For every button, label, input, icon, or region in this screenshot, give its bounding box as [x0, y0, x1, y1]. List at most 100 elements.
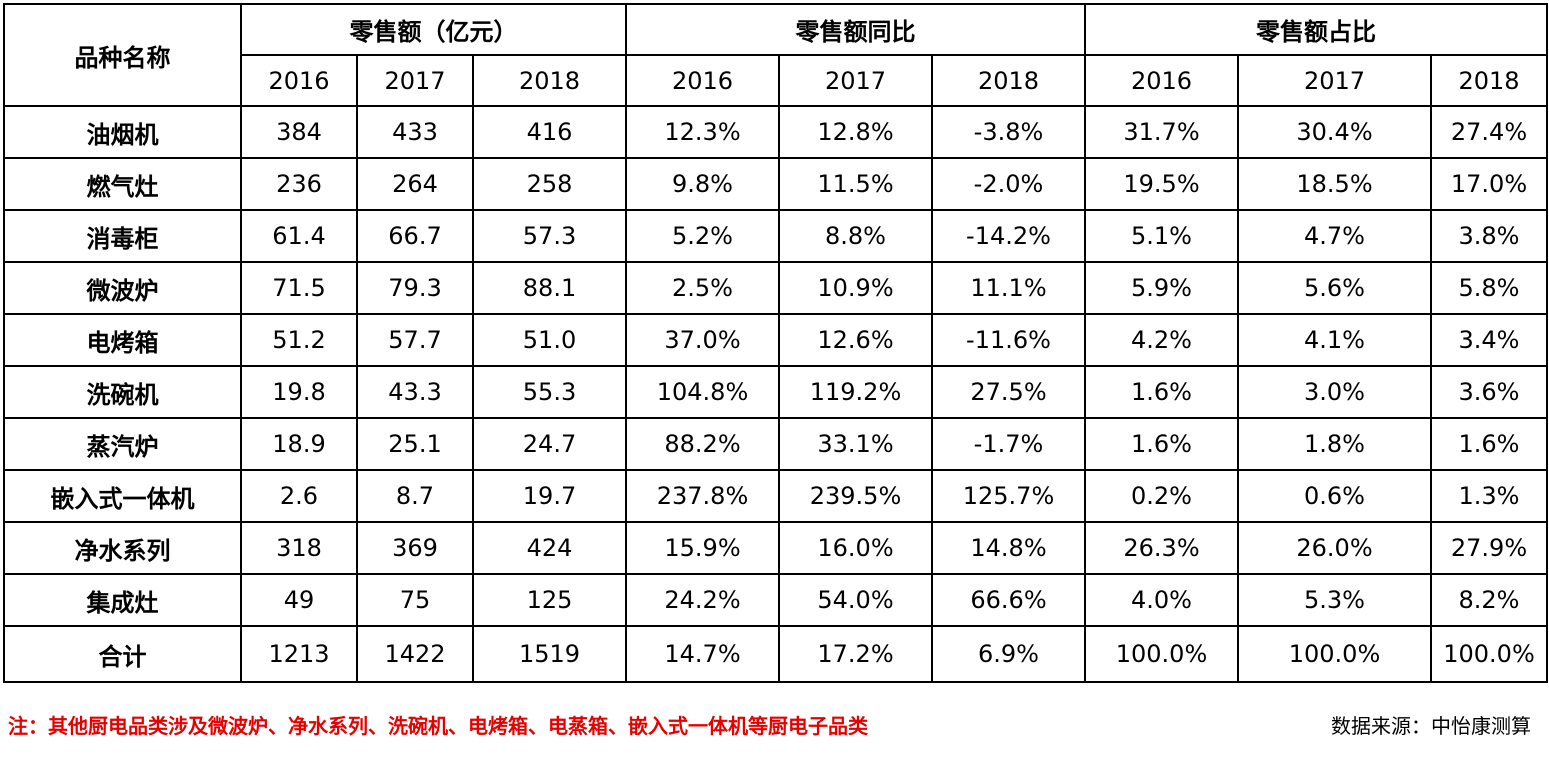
row-name: 电烤箱 — [3, 313, 242, 367]
table-cell: 51.0 — [472, 313, 627, 367]
header-group-retail: 零售额（亿元） — [240, 3, 627, 56]
table-cell: 3.8% — [1430, 209, 1548, 263]
table-cell: 100.0% — [1430, 625, 1548, 683]
table-cell: 1.6% — [1084, 365, 1239, 419]
table-cell: 264 — [356, 157, 474, 211]
table-cell: 14.8% — [931, 521, 1086, 575]
table-cell: 237.8% — [625, 469, 780, 523]
table-cell: 5.1% — [1084, 209, 1239, 263]
table-cell: 4.1% — [1237, 313, 1432, 367]
table-cell: 236 — [240, 157, 358, 211]
table-cell: 79.3 — [356, 261, 474, 315]
table-cell: 26.3% — [1084, 521, 1239, 575]
header-row-years: 2016 2017 2018 2016 2017 2018 2016 2017 … — [4, 54, 1548, 107]
row-name: 净水系列 — [3, 521, 242, 575]
header-year: 2018 — [472, 54, 627, 107]
table-cell: 424 — [472, 521, 627, 575]
table-cell: 1.6% — [1084, 417, 1239, 471]
row-name: 洗碗机 — [3, 365, 242, 419]
table-cell: 66.6% — [931, 573, 1086, 627]
table-cell: 1.3% — [1430, 469, 1548, 523]
table-cell: 104.8% — [625, 365, 780, 419]
table-cell: 1519 — [472, 625, 627, 683]
table-cell: 18.9 — [240, 417, 358, 471]
table-cell: 19.8 — [240, 365, 358, 419]
header-year: 2016 — [240, 54, 358, 107]
table-cell: 26.0% — [1237, 521, 1432, 575]
table-cell: 54.0% — [778, 573, 933, 627]
table-cell: 10.9% — [778, 261, 933, 315]
row-name: 蒸汽炉 — [3, 417, 242, 471]
table-row: 净水系列 318 369 424 15.9% 16.0% 14.8% 26.3% 26.0% 27… — [3, 521, 1548, 575]
table-cell: 27.9% — [1430, 521, 1548, 575]
table-cell: 0.2% — [1084, 469, 1239, 523]
table-cell: 14.7% — [625, 625, 780, 683]
table-cell: 18.5% — [1237, 157, 1432, 211]
table-cell: 75 — [356, 573, 474, 627]
table-cell: 5.9% — [1084, 261, 1239, 315]
table-cell: 2.5% — [625, 261, 780, 315]
header-year: 2017 — [778, 54, 933, 107]
table-cell: 15.9% — [625, 521, 780, 575]
header-year: 2018 — [1430, 54, 1548, 107]
table-cell: 1.8% — [1237, 417, 1432, 471]
table-cell: 66.7 — [356, 209, 474, 263]
table-cell: 11.1% — [931, 261, 1086, 315]
table-cell: 0.6% — [1237, 469, 1432, 523]
kitchen-appliance-retail-table: 品种名称 零售额（亿元） 零售额同比 零售额占比 2016 2017 2018 … — [3, 3, 1548, 683]
header-year: 2016 — [1084, 54, 1239, 107]
table-cell: 1213 — [240, 625, 358, 683]
table-cell: 100.0% — [1084, 625, 1239, 683]
table-row: 电烤箱 51.2 57.7 51.0 37.0% 12.6% -11.6% 4.2% 4.1% 3… — [3, 313, 1548, 367]
header-year: 2018 — [931, 54, 1086, 107]
table-cell: 125 — [472, 573, 627, 627]
table-cell: 19.7 — [472, 469, 627, 523]
table-cell: 239.5% — [778, 469, 933, 523]
table-row: 油烟机 384 433 416 12.3% 12.8% -3.8% 31.7% 30.4% 27.… — [3, 105, 1548, 159]
header-group-yoy: 零售额同比 — [625, 3, 1086, 56]
table-row: 燃气灶 236 264 258 9.8% 11.5% -2.0% 19.5% 18.5% 17.0… — [3, 157, 1548, 211]
table-cell: 31.7% — [1084, 105, 1239, 159]
table-cell: 4.2% — [1084, 313, 1239, 367]
table-cell: 318 — [240, 521, 358, 575]
table-cell: 8.7 — [356, 469, 474, 523]
row-name: 消毒柜 — [3, 209, 242, 263]
table-cell: 61.4 — [240, 209, 358, 263]
table-cell: 4.7% — [1237, 209, 1432, 263]
header-group-share: 零售额占比 — [1084, 3, 1548, 56]
row-name: 嵌入式一体机 — [3, 469, 242, 523]
table-cell: 51.2 — [240, 313, 358, 367]
table-cell: 3.4% — [1430, 313, 1548, 367]
table-cell: 8.2% — [1430, 573, 1548, 627]
table-cell: -2.0% — [931, 157, 1086, 211]
table-cell: 125.7% — [931, 469, 1086, 523]
header-year: 2016 — [625, 54, 780, 107]
table-cell: 6.9% — [931, 625, 1086, 683]
table-cell: 5.8% — [1430, 261, 1548, 315]
total-row: 合计 1213 1422 1519 14.7% 17.2% 6.9% 100.0% 100.0%… — [3, 625, 1548, 683]
table-cell: 416 — [472, 105, 627, 159]
table-cell: 119.2% — [778, 365, 933, 419]
header-name: 品种名称 — [3, 3, 242, 107]
table-cell: 5.6% — [1237, 261, 1432, 315]
table-cell: 12.8% — [778, 105, 933, 159]
table-cell: 433 — [356, 105, 474, 159]
table-cell: 258 — [472, 157, 627, 211]
table-cell: 2.6 — [240, 469, 358, 523]
row-name: 燃气灶 — [3, 157, 242, 211]
table-cell: 19.5% — [1084, 157, 1239, 211]
table-cell: 17.2% — [778, 625, 933, 683]
table-cell: 5.3% — [1237, 573, 1432, 627]
table-cell: 57.3 — [472, 209, 627, 263]
table-cell: 49 — [240, 573, 358, 627]
table-cell: 43.3 — [356, 365, 474, 419]
table-cell: 57.7 — [356, 313, 474, 367]
row-name: 集成灶 — [3, 573, 242, 627]
table-cell: 9.8% — [625, 157, 780, 211]
table-cell: -3.8% — [931, 105, 1086, 159]
table-cell: 11.5% — [778, 157, 933, 211]
table-row: 蒸汽炉 18.9 25.1 24.7 88.2% 33.1% -1.7% 1.6% 1.8% 1.… — [3, 417, 1548, 471]
header-year: 2017 — [356, 54, 474, 107]
row-name: 油烟机 — [3, 105, 242, 159]
table-cell: 17.0% — [1430, 157, 1548, 211]
